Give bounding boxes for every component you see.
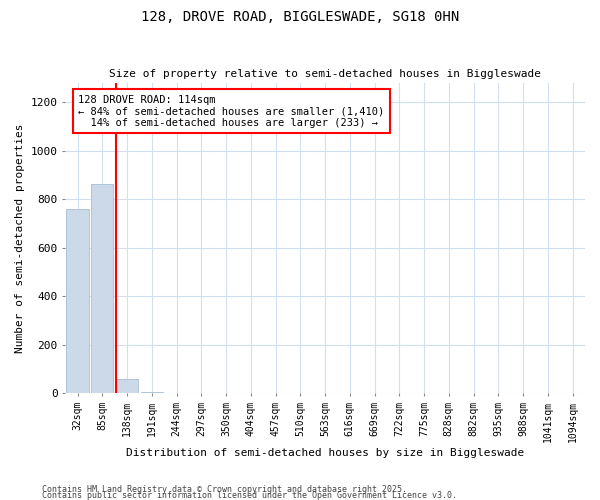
Text: Contains HM Land Registry data © Crown copyright and database right 2025.: Contains HM Land Registry data © Crown c… bbox=[42, 485, 407, 494]
Text: 128 DROVE ROAD: 114sqm
← 84% of semi-detached houses are smaller (1,410)
  14% o: 128 DROVE ROAD: 114sqm ← 84% of semi-det… bbox=[78, 94, 385, 128]
Bar bbox=[116, 378, 138, 393]
Bar bbox=[67, 208, 89, 393]
Text: Contains public sector information licensed under the Open Government Licence v3: Contains public sector information licen… bbox=[42, 491, 457, 500]
Text: 128, DROVE ROAD, BIGGLESWADE, SG18 0HN: 128, DROVE ROAD, BIGGLESWADE, SG18 0HN bbox=[141, 10, 459, 24]
X-axis label: Distribution of semi-detached houses by size in Biggleswade: Distribution of semi-detached houses by … bbox=[126, 448, 524, 458]
Y-axis label: Number of semi-detached properties: Number of semi-detached properties bbox=[15, 123, 25, 352]
Bar bbox=[91, 184, 113, 393]
Bar bbox=[140, 392, 163, 393]
Title: Size of property relative to semi-detached houses in Biggleswade: Size of property relative to semi-detach… bbox=[109, 69, 541, 79]
